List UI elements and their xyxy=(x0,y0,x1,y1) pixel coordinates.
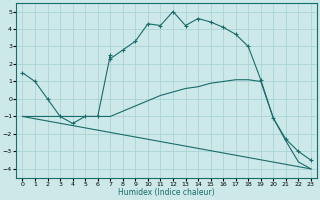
X-axis label: Humidex (Indice chaleur): Humidex (Indice chaleur) xyxy=(118,188,215,197)
